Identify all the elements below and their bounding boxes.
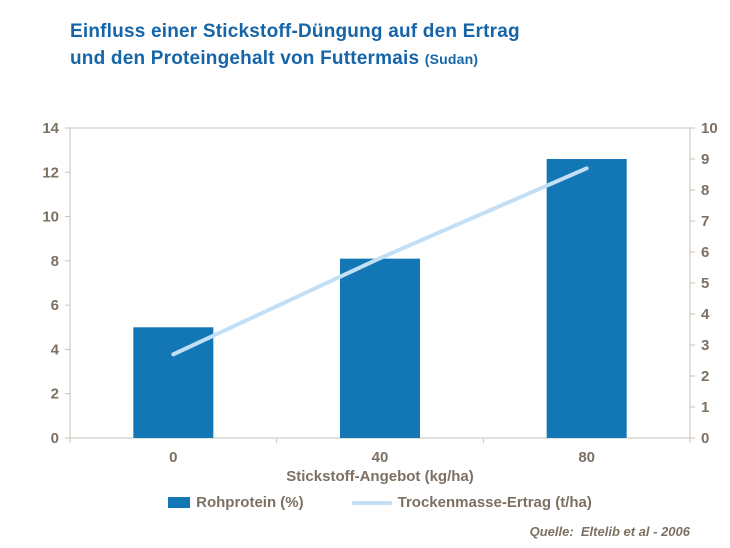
svg-text:0: 0 [169, 449, 177, 465]
svg-text:2: 2 [701, 368, 709, 385]
svg-text:7: 7 [701, 213, 709, 230]
x-axis-title: Stickstoff-Angebot (kg/ha) [286, 468, 474, 485]
svg-text:4: 4 [51, 341, 60, 358]
source-caption: Quelle: Eltelib et al - 2006 [529, 524, 690, 539]
legend: Rohprotein (%) Trockenmasse-Ertrag (t/ha… [70, 494, 690, 511]
svg-text:3: 3 [701, 337, 709, 354]
svg-text:40: 40 [372, 449, 389, 465]
legend-label-rohprotein: Rohprotein (%) [196, 494, 304, 511]
title-suffix: (Sudan) [424, 51, 479, 67]
svg-text:0: 0 [51, 430, 59, 447]
svg-text:0: 0 [701, 430, 709, 447]
svg-text:9: 9 [701, 151, 709, 168]
svg-text:14: 14 [42, 120, 59, 137]
svg-text:10: 10 [701, 120, 718, 137]
legend-item-rohprotein: Rohprotein (%) [168, 494, 304, 511]
svg-text:5: 5 [701, 275, 709, 292]
bar-series-swatch [168, 497, 191, 508]
svg-text:10: 10 [42, 209, 59, 226]
title-line1: Einfluss einer Stickstoff-Düngung auf de… [70, 21, 520, 42]
svg-text:12: 12 [42, 164, 59, 181]
title-line2: und den Proteingehalt von Futtermais [70, 48, 420, 69]
svg-text:2: 2 [51, 386, 59, 403]
svg-text:6: 6 [51, 297, 59, 314]
svg-text:4: 4 [701, 306, 710, 323]
svg-text:80: 80 [578, 449, 595, 465]
legend-label-trockenmasse: Trockenmasse-Ertrag (t/ha) [397, 494, 592, 511]
svg-text:1: 1 [701, 399, 709, 416]
chart-title: Einfluss einer Stickstoff-Düngung auf de… [70, 18, 520, 73]
svg-text:8: 8 [51, 253, 59, 270]
svg-text:8: 8 [701, 182, 709, 199]
svg-text:6: 6 [701, 244, 709, 261]
legend-item-trockenmasse: Trockenmasse-Ertrag (t/ha) [351, 494, 592, 511]
line-series-swatch [351, 500, 392, 505]
